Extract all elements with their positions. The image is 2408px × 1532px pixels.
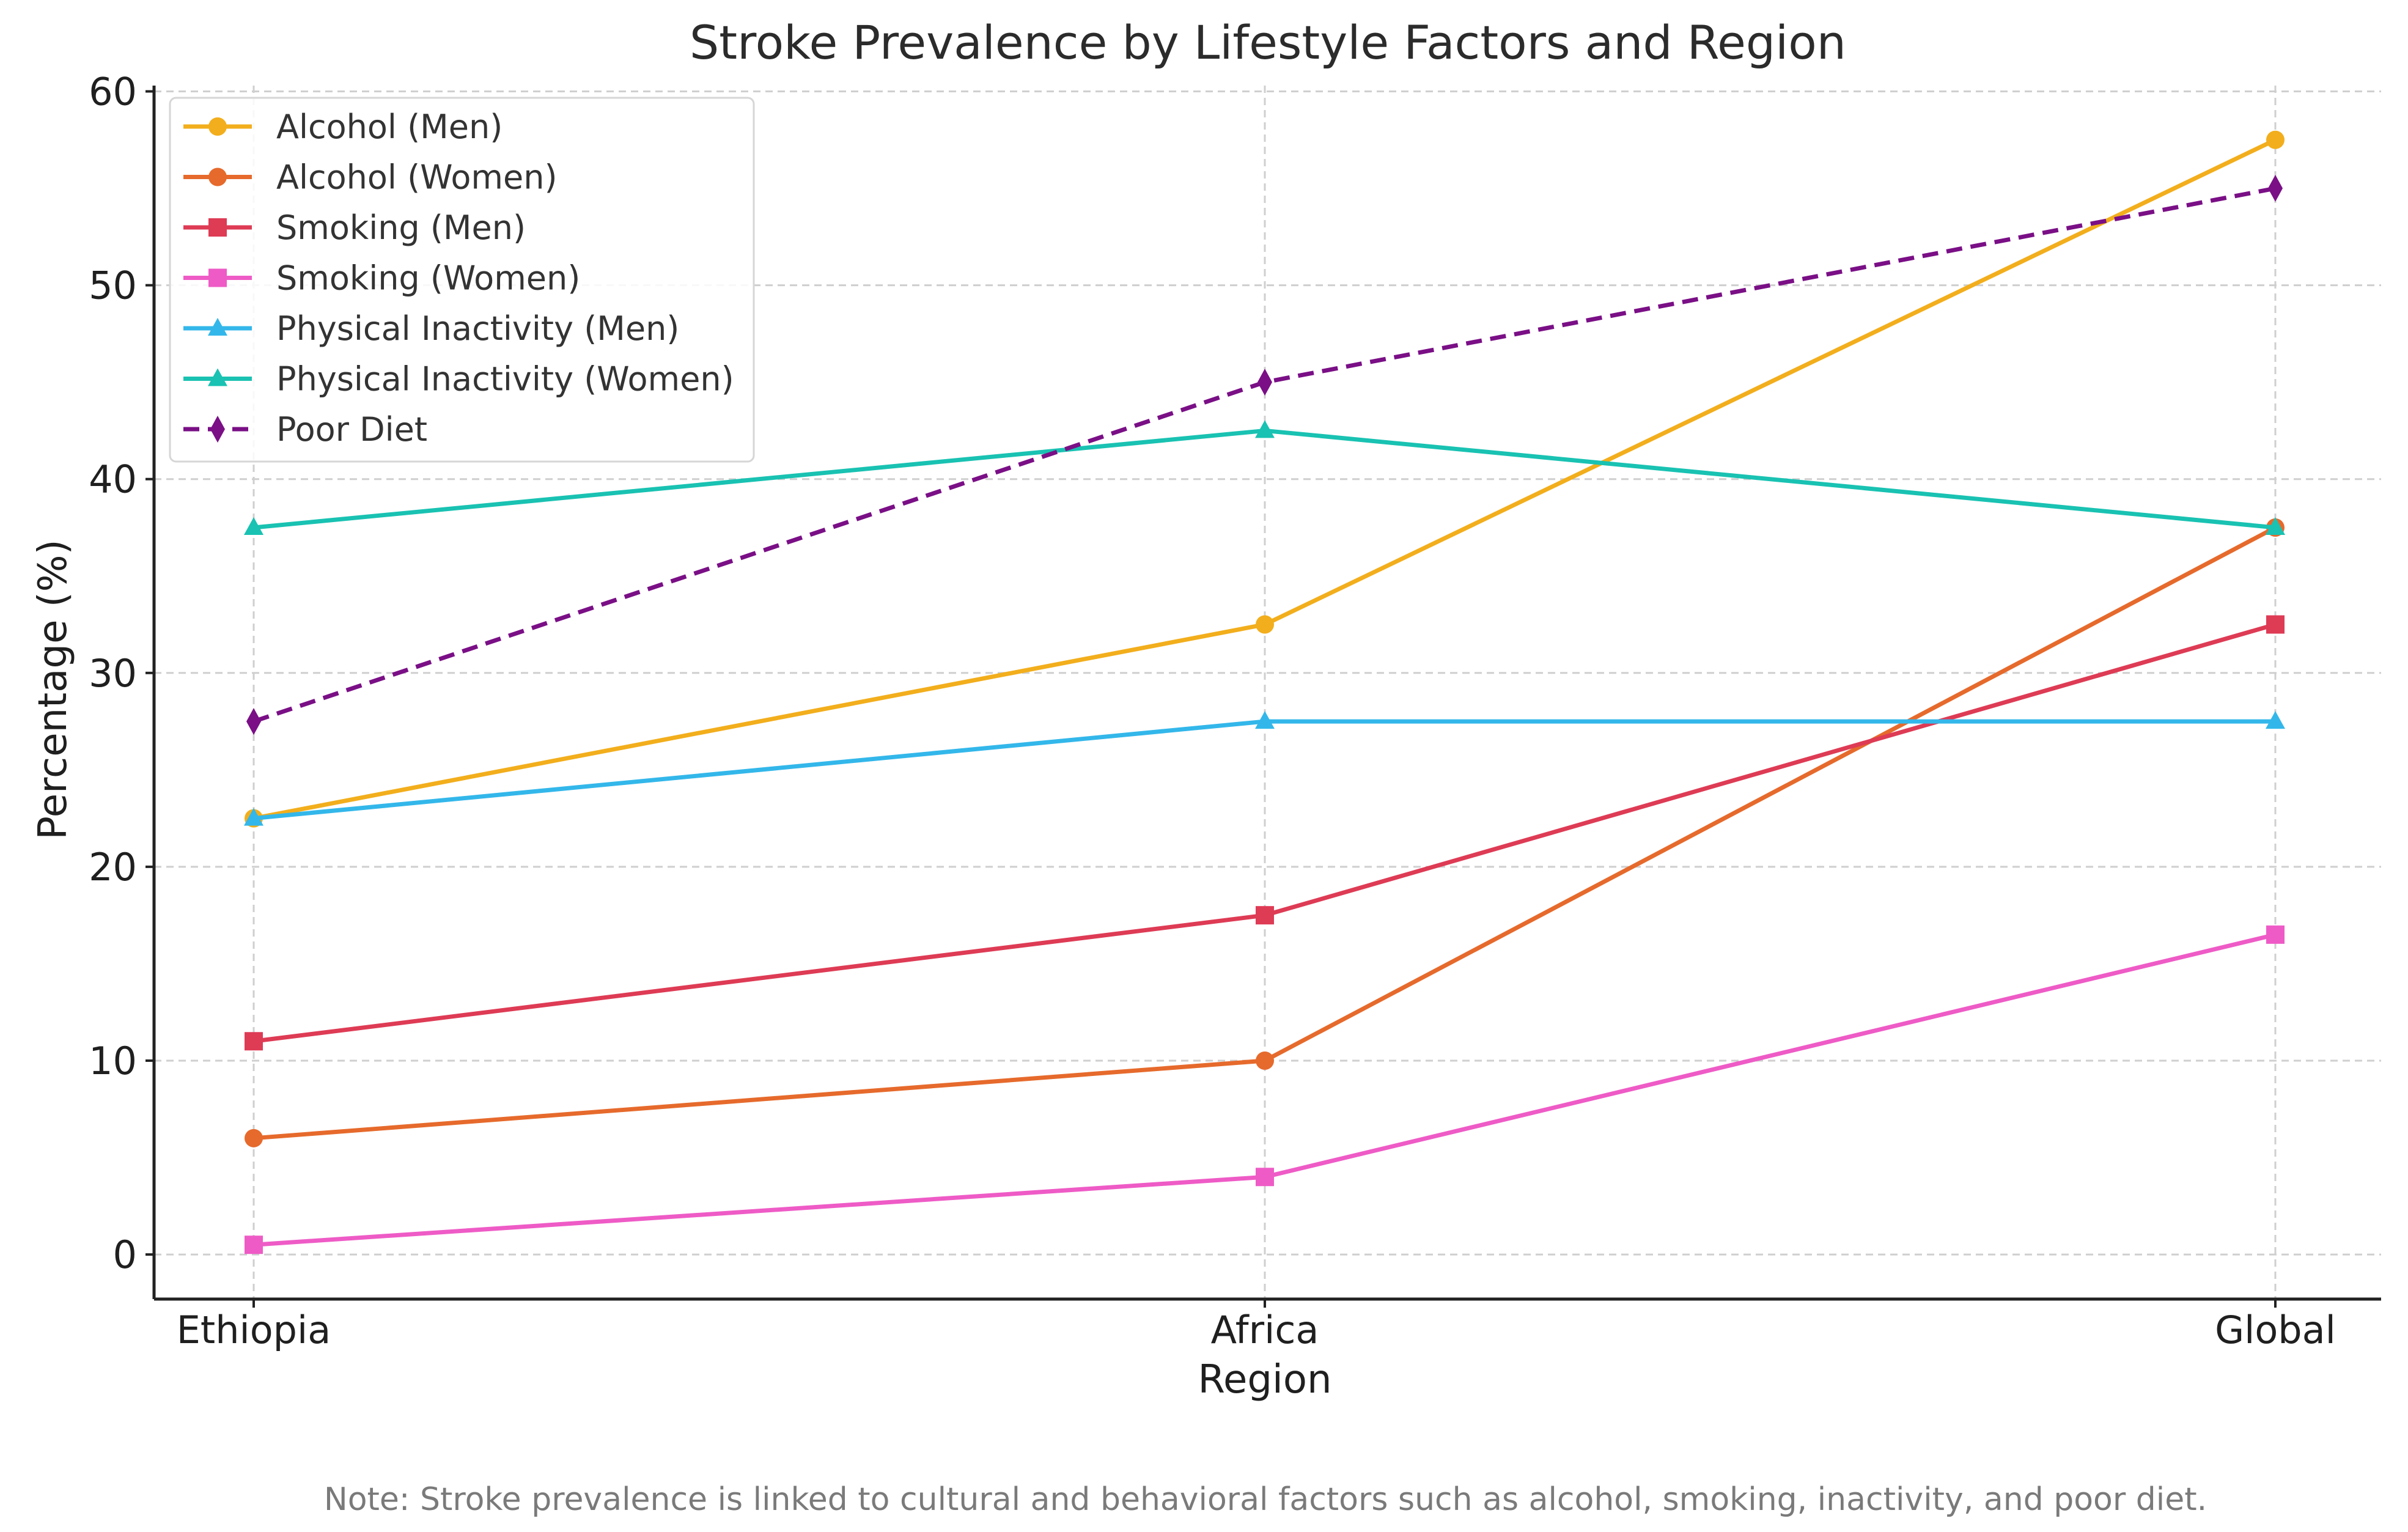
legend-marker-physical-inactivity-men — [208, 318, 227, 336]
legend-marker-alcohol-women — [208, 168, 227, 186]
legend-label-physical-inactivity-men: Physical Inactivity (Men) — [276, 309, 679, 348]
legend-item-poor-diet: Poor Diet — [183, 410, 427, 449]
data-point-physical-inactivity-men-africa — [1255, 711, 1275, 729]
legend: Alcohol (Men) Alcohol (Women) Smoking (Men… — [169, 97, 755, 463]
y-tick-label: 60 — [89, 70, 137, 114]
series-alcohol-men — [245, 130, 2285, 828]
data-point-alcohol-women-africa — [1256, 1051, 1274, 1070]
x-axis-label: Region — [1198, 1357, 1331, 1402]
legend-item-alcohol-men: Alcohol (Men) — [183, 108, 503, 146]
data-point-alcohol-men-africa — [1256, 615, 1274, 634]
legend-label-smoking-men: Smoking (Men) — [276, 208, 526, 247]
y-tick-label: 30 — [89, 651, 137, 696]
data-point-smoking-men-africa — [1256, 906, 1274, 925]
data-point-alcohol-women-ethiopia — [245, 1129, 263, 1147]
legend-box — [169, 97, 755, 463]
axes-layer: 0 10 20 30 40 50 60 Ethiopia Africa Global — [89, 70, 2381, 1352]
y-tick-label: 40 — [89, 457, 137, 502]
data-point-smoking-women-ethiopia — [245, 1236, 263, 1254]
data-point-physical-inactivity-men-ethiopia — [244, 808, 263, 826]
data-point-smoking-men-ethiopia — [245, 1032, 263, 1051]
data-point-alcohol-men-global — [2266, 130, 2285, 149]
series-smoking-women — [245, 925, 2285, 1254]
legend-item-smoking-women: Smoking (Women) — [183, 259, 580, 298]
legend-marker-poor-diet — [210, 416, 225, 443]
chart-title: Stroke Prevalence by Lifestyle Factors a… — [690, 15, 1846, 70]
series-physical-inactivity-men — [244, 711, 2285, 826]
data-point-physical-inactivity-women-africa — [1255, 420, 1275, 438]
series-poor-diet — [246, 175, 2283, 735]
legend-item-smoking-men: Smoking (Men) — [183, 208, 526, 247]
series-physical-inactivity-women — [244, 420, 2285, 535]
y-tick-label: 10 — [89, 1039, 137, 1083]
y-tick-label: 50 — [89, 263, 137, 308]
legend-item-alcohol-women: Alcohol (Women) — [183, 158, 558, 197]
data-point-poor-diet-global — [2268, 175, 2283, 202]
legend-item-physical-inactivity-women: Physical Inactivity (Women) — [183, 360, 734, 399]
y-tick-label: 0 — [113, 1232, 137, 1277]
legend-marker-alcohol-men — [208, 117, 227, 136]
data-point-poor-diet-africa — [1257, 369, 1272, 396]
legend-label-smoking-women: Smoking (Women) — [276, 259, 580, 298]
legend-label-alcohol-women: Alcohol (Women) — [276, 158, 558, 197]
series-layer — [244, 130, 2285, 1254]
chart-note: Note: Stroke prevalence is linked to cul… — [324, 1481, 2207, 1518]
legend-marker-physical-inactivity-women — [208, 368, 227, 386]
data-point-smoking-men-global — [2266, 615, 2285, 634]
x-tick-label-africa: Africa — [1211, 1308, 1319, 1352]
legend-item-physical-inactivity-men: Physical Inactivity (Men) — [183, 309, 679, 348]
data-point-smoking-women-africa — [1256, 1168, 1274, 1187]
data-point-smoking-women-global — [2266, 925, 2285, 944]
legend-marker-smoking-men — [208, 218, 227, 237]
data-point-physical-inactivity-men-global — [2266, 711, 2285, 729]
legend-label-physical-inactivity-women: Physical Inactivity (Women) — [276, 360, 734, 399]
data-point-poor-diet-ethiopia — [246, 708, 261, 735]
legend-marker-smoking-women — [208, 268, 227, 287]
y-tick-label: 20 — [89, 845, 137, 889]
legend-label-poor-diet: Poor Diet — [276, 410, 427, 449]
y-axis-label: Percentage (%) — [31, 539, 76, 839]
x-tick-label-global: Global — [2215, 1308, 2336, 1352]
legend-label-alcohol-men: Alcohol (Men) — [276, 108, 503, 146]
data-point-physical-inactivity-women-global — [2266, 517, 2285, 535]
x-tick-label-ethiopia: Ethiopia — [177, 1308, 331, 1352]
data-point-physical-inactivity-women-ethiopia — [244, 517, 263, 535]
